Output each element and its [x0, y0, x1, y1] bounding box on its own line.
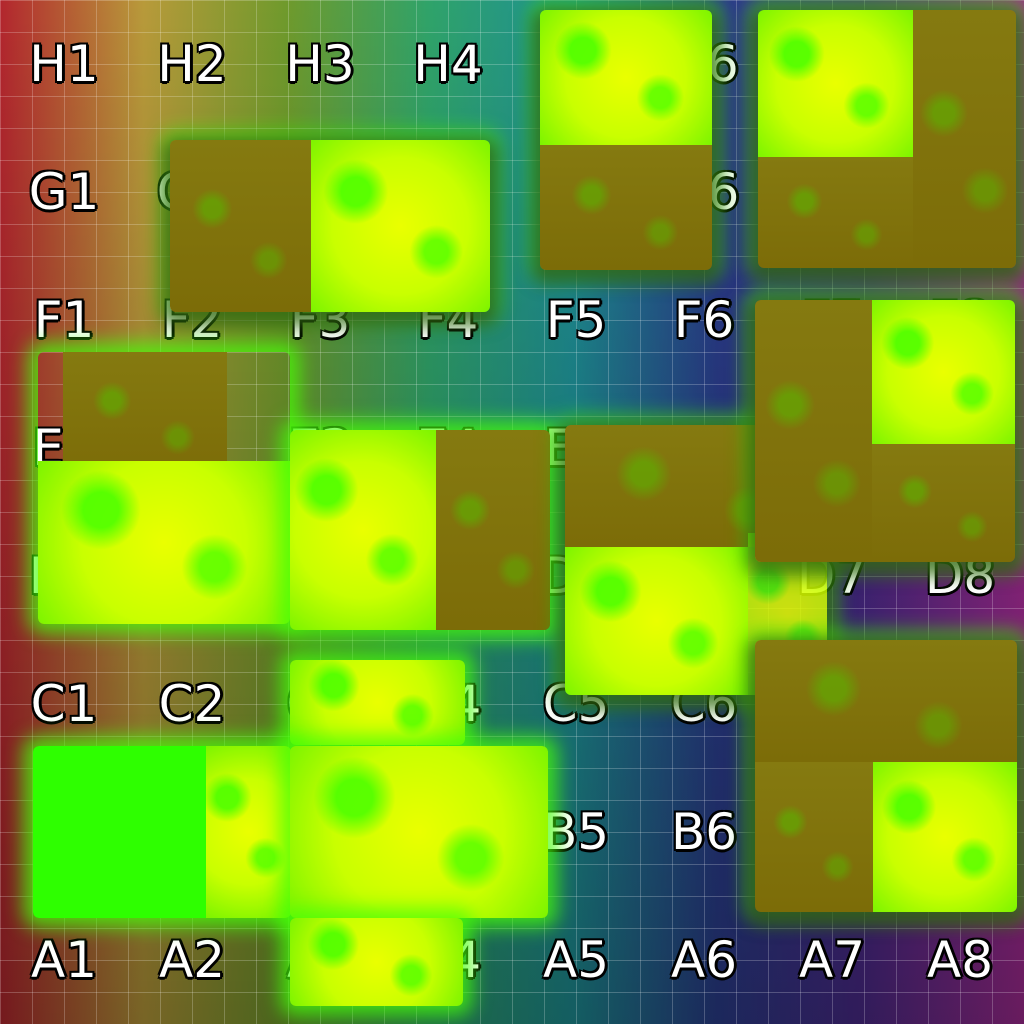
cell-label: B5: [542, 803, 610, 861]
cell-label: A5: [542, 931, 609, 989]
tile-h7-h8[interactable]: [758, 10, 1016, 268]
board-cell[interactable]: H3: [256, 0, 384, 128]
tile-e1-e2[interactable]: [38, 352, 290, 624]
tile-g2-g3[interactable]: [170, 140, 490, 312]
cell-label: H1: [29, 35, 99, 93]
tile-e3-e4[interactable]: [290, 430, 550, 630]
cell-label: A8: [926, 931, 993, 989]
cell-label: A7: [798, 931, 865, 989]
cell-label: H2: [157, 35, 227, 93]
cell-label: C2: [158, 675, 226, 733]
board-cell[interactable]: A8: [896, 896, 1024, 1024]
board-cell[interactable]: F6: [640, 256, 768, 384]
tile-b1-b2[interactable]: [33, 746, 291, 918]
tile-c3[interactable]: [290, 660, 465, 745]
tile-c7-b8[interactable]: [755, 640, 1017, 912]
cell-label: F5: [545, 291, 607, 349]
tile-f7-e8[interactable]: [755, 300, 1015, 562]
board-cell[interactable]: H4: [384, 0, 512, 128]
tile-h5-h6[interactable]: [540, 10, 712, 270]
cell-label: G1: [28, 163, 100, 221]
cell-label: A2: [158, 931, 225, 989]
board-cell[interactable]: H2: [128, 0, 256, 128]
cell-label: A6: [670, 931, 737, 989]
tile-a3[interactable]: [290, 918, 463, 1006]
board-cell[interactable]: F5: [512, 256, 640, 384]
tile-b3-b4[interactable]: [290, 746, 548, 918]
cell-label: F6: [673, 291, 735, 349]
board-cell[interactable]: B6: [640, 768, 768, 896]
board-cell[interactable]: A7: [768, 896, 896, 1024]
cell-label: C1: [30, 675, 98, 733]
board-cell[interactable]: A6: [640, 896, 768, 1024]
cell-label: H4: [413, 35, 483, 93]
cell-label: A1: [30, 931, 97, 989]
cell-label: H3: [285, 35, 355, 93]
cell-label: B6: [670, 803, 738, 861]
board-cell[interactable]: G1: [0, 128, 128, 256]
cell-label: F1: [33, 291, 95, 349]
board-cell[interactable]: H1: [0, 0, 128, 128]
